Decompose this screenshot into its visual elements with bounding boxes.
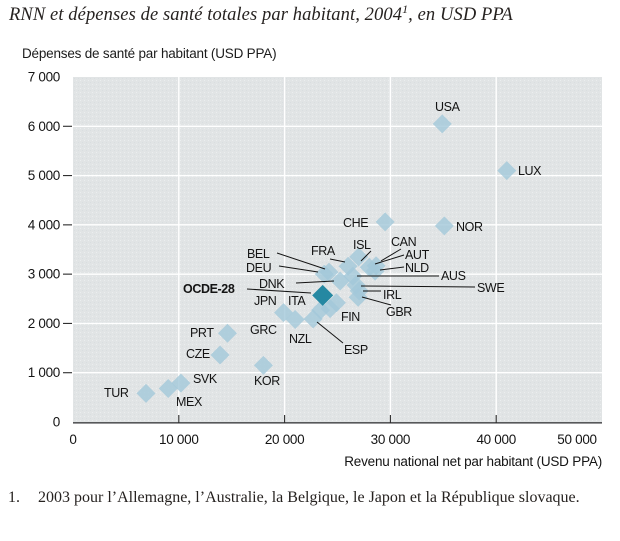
point-label-CHE: CHE	[343, 216, 368, 230]
point-label-NOR: NOR	[456, 220, 483, 234]
point-label-NZL: NZL	[289, 332, 312, 346]
leader-DNK	[295, 280, 335, 284]
point-label-ISL: ISL	[353, 238, 371, 252]
marker-CZE	[210, 345, 230, 365]
chart-title-text: RNN et dépenses de santé totales par hab…	[9, 5, 403, 25]
marker-FIN	[320, 299, 340, 319]
marker-OCDE-28	[312, 284, 334, 306]
point-label-GBR: GBR	[386, 305, 412, 319]
y-tick-label: 5 000	[28, 168, 60, 183]
point-label-DNK: DNK	[259, 277, 285, 291]
marker-CHE	[375, 212, 395, 232]
point-label-CAN: CAN	[391, 235, 417, 249]
point-label-OCDE-28: OCDE-28	[183, 282, 235, 296]
marker-KOR	[253, 355, 273, 375]
leader-FRA	[329, 258, 346, 263]
x-tick-label: 40 000	[476, 432, 516, 447]
leader-DEU	[278, 265, 319, 273]
x-axis-title: Revenu national net par habitant (USD PP…	[344, 454, 602, 469]
marker-NOR	[434, 216, 454, 236]
point-label-FIN: FIN	[341, 310, 360, 324]
plot-area	[73, 77, 602, 422]
y-tick-label: 2 000	[28, 316, 60, 331]
chart-title-footnote-ref: 1	[402, 1, 409, 16]
leader-CAN	[380, 248, 402, 262]
x-tick-label: 10 000	[159, 432, 199, 447]
point-label-FRA: FRA	[311, 244, 336, 258]
point-label-ITA: ITA	[288, 294, 306, 308]
point-label-USA: USA	[435, 100, 461, 114]
plot-root: 0 10 000 20 000 30 000 40 000 50 000 0 1 000 2 0…	[28, 70, 602, 470]
marker-TUR	[136, 383, 156, 403]
chart-title: RNN et dépenses de santé totales par hab…	[9, 1, 609, 26]
leader-ISL	[360, 250, 372, 262]
x-tick-label: 0	[69, 432, 76, 447]
point-label-GRC: GRC	[250, 323, 277, 337]
leader-NLD	[379, 266, 405, 271]
point-label-SWE: SWE	[477, 281, 504, 295]
x-tick-label: 20 000	[265, 432, 305, 447]
x-tick-label: 30 000	[371, 432, 411, 447]
y-tick-label: 7 000	[28, 70, 60, 85]
marker-GRC	[274, 303, 294, 323]
marker-LUX	[497, 161, 517, 181]
y-tick-label: 4 000	[28, 217, 60, 232]
leader-OCDE-28	[246, 288, 312, 294]
y-tick-label: 1 000	[28, 365, 60, 380]
marker-PRT	[217, 323, 237, 343]
marker-USA	[432, 114, 452, 134]
marker-ESP	[303, 309, 323, 329]
point-label-CZE: CZE	[186, 347, 210, 361]
point-label-AUS: AUS	[441, 269, 466, 283]
x-tick-label: 50 000	[557, 432, 597, 447]
leader-SWE	[360, 285, 476, 288]
point-label-LUX: LUX	[518, 164, 542, 178]
marker-ISL	[349, 247, 369, 267]
footnote-text: 2003 pour l’Allemagne, l’Australie, la B…	[38, 489, 580, 506]
leader-BEL	[276, 252, 326, 270]
marker-MEX	[158, 378, 178, 398]
point-label-KOR: KOR	[254, 374, 280, 388]
scatter-plot: 0 10 000 20 000 30 000 40 000 50 000 0 1 000 2 0…	[28, 70, 602, 470]
y-axis-title: Dépenses de santé par habitant (USD PPA)	[22, 46, 277, 61]
point-label-PRT: PRT	[190, 326, 214, 340]
y-tick-label: 6 000	[28, 119, 60, 134]
leader-AUT	[374, 254, 405, 265]
chart-title-suffix: , en USD PPA	[408, 5, 513, 25]
leader-GBR	[361, 296, 392, 306]
leader-ESP	[316, 321, 344, 344]
point-label-IRL: IRL	[383, 288, 402, 302]
y-tick-label: 0	[53, 415, 60, 430]
footnote-marker: 1.	[8, 489, 20, 506]
point-label-JPN: JPN	[254, 294, 277, 308]
point-label-DEU: DEU	[246, 261, 272, 275]
marker-DNK	[330, 271, 350, 291]
marker-DEU	[314, 264, 334, 284]
marker-GBR	[348, 287, 368, 307]
point-label-BEL: BEL	[247, 247, 270, 261]
footnote: 1. 2003 pour l’Allemagne, l’Australie, l…	[8, 487, 598, 510]
y-tick-label: 3 000	[28, 267, 60, 282]
point-label-AUT: AUT	[405, 248, 430, 262]
point-label-ESP: ESP	[344, 343, 368, 357]
point-label-SVK: SVK	[193, 372, 218, 386]
point-label-TUR: TUR	[104, 386, 129, 400]
point-label-NLD: NLD	[405, 261, 429, 275]
point-label-MEX: MEX	[176, 395, 203, 409]
